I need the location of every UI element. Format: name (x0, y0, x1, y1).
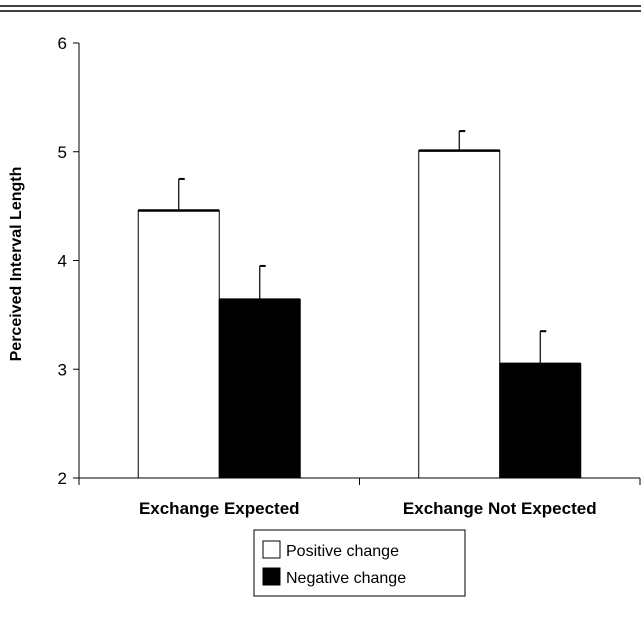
y-tick-label: 3 (58, 360, 67, 379)
category-label: Exchange Expected (139, 499, 300, 518)
y-axis-label: Perceived Interval Length (8, 167, 25, 362)
bar-negative (218, 299, 301, 479)
y-axis: 2 3 4 5 6 (58, 34, 80, 488)
legend: Positive change Negative change (253, 529, 466, 597)
bar-negative (499, 363, 582, 479)
bars (137, 130, 582, 479)
y-tick-label: 4 (58, 252, 67, 271)
y-tick-label: 5 (58, 143, 67, 162)
legend-label-negative: Negative change (286, 570, 406, 587)
category-label: Exchange Not Expected (403, 499, 597, 518)
bar-positive (418, 150, 501, 479)
legend-label-positive: Positive change (286, 543, 399, 560)
legend-swatch-positive (262, 540, 281, 559)
bar-positive (137, 209, 220, 479)
x-axis: Exchange Expected Exchange Not Expected (78, 477, 641, 518)
y-tick-label: 2 (58, 469, 67, 488)
legend-swatch-negative (262, 567, 281, 586)
y-tick-label: 6 (58, 34, 67, 53)
legend-box (253, 529, 466, 597)
